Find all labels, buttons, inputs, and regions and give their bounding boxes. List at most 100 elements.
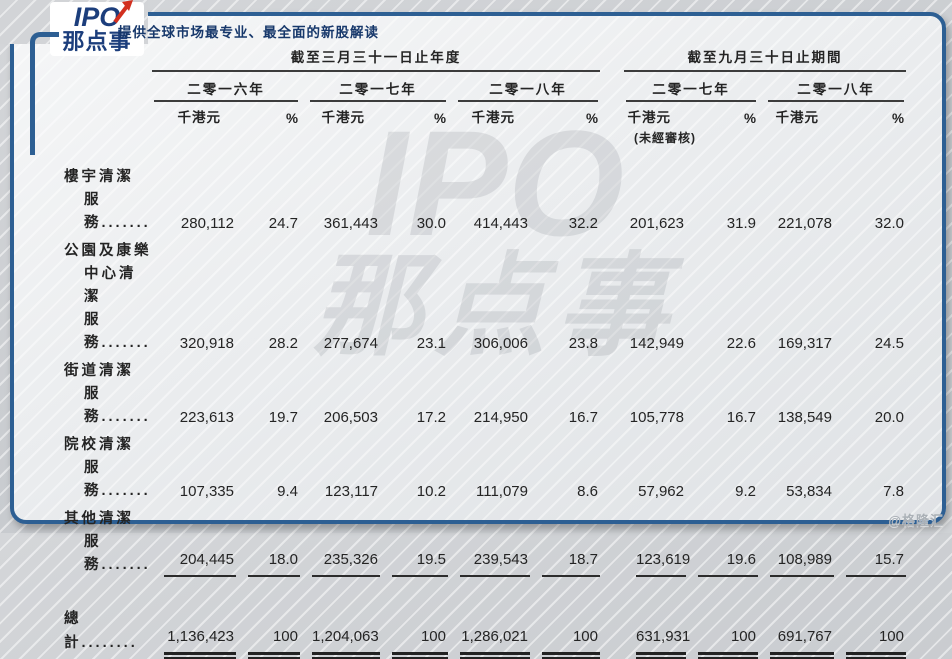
cell: 19.6 <box>698 548 758 577</box>
cell: 24.7 <box>268 215 298 232</box>
cell: 10.2 <box>416 483 446 500</box>
cell: 361,443 <box>323 215 378 232</box>
cell: 7.8 <box>883 483 904 500</box>
total-label: 總計........ <box>64 611 138 651</box>
row-label: 樓宇清潔 服務....... <box>64 169 151 231</box>
table-row: 樓宇清潔 服務....... 280,112 24.7 361,443 30.0… <box>60 166 906 235</box>
percent-header: % <box>285 111 298 126</box>
cell: 107,335 <box>179 483 234 500</box>
cell: 32.0 <box>874 215 904 232</box>
total-cell: 631,931 <box>636 625 690 659</box>
cell: 306,006 <box>473 335 528 352</box>
cell: 201,623 <box>629 215 684 232</box>
year-header-sep-2018: 二零一八年 <box>768 78 904 102</box>
logo-ipo-text: IPO <box>73 2 121 32</box>
cell: 138,549 <box>777 409 832 426</box>
table-year-header-row: 二零一六年 二零一七年 二零一八年 二零一七年 二零一八年 <box>60 78 906 102</box>
cell: 277,674 <box>323 335 378 352</box>
cell: 32.2 <box>568 215 598 232</box>
cell: 204,445 <box>164 548 236 577</box>
total-cell: 1,204,063 <box>312 625 380 659</box>
table-row: 街道清潔 服務....... 223,613 19.7 206,503 17.2… <box>60 360 906 429</box>
year-header-2016: 二零一六年 <box>154 78 298 102</box>
cell: 28.2 <box>268 335 298 352</box>
cell: 17.2 <box>416 409 446 426</box>
cell: 108,989 <box>770 548 834 577</box>
cell: 16.7 <box>726 409 756 426</box>
table-row: 其他清潔 服務....... 204,445 18.0 235,326 19.5… <box>60 508 906 577</box>
total-cell: 100 <box>846 625 906 659</box>
cell: 9.2 <box>735 483 756 500</box>
up-arrow-icon <box>112 0 134 28</box>
table-note-row: (未經審核) <box>60 126 906 146</box>
cell: 223,613 <box>179 409 234 426</box>
percent-header: % <box>585 111 598 126</box>
unit-header: 千港元 <box>775 110 819 125</box>
row-label: 街道清潔 服務....... <box>64 363 151 425</box>
cell: 142,949 <box>629 335 684 352</box>
total-cell: 1,286,021 <box>460 625 530 659</box>
cell: 19.5 <box>392 548 448 577</box>
total-cell: 100 <box>392 625 448 659</box>
group-title-fiscal-year: 截至三月三十一日止年度 <box>152 46 600 72</box>
year-header-sep-2017: 二零一七年 <box>626 78 756 102</box>
cell: 20.0 <box>874 409 904 426</box>
table-row: 公園及康樂 中心清潔 服務....... 320,918 28.2 277,67… <box>60 240 906 355</box>
group-title-interim-period: 截至九月三十日止期間 <box>624 46 906 72</box>
cell: 19.7 <box>268 409 298 426</box>
unit-header: 千港元 <box>321 110 365 125</box>
cell: 8.6 <box>577 483 598 500</box>
cell: 18.0 <box>248 548 300 577</box>
cell: 22.6 <box>726 335 756 352</box>
unaudited-note: (未經審核) <box>634 131 696 145</box>
percent-header: % <box>891 111 904 126</box>
percent-header: % <box>743 111 756 126</box>
unit-header: 千港元 <box>177 110 221 125</box>
cell: 414,443 <box>473 215 528 232</box>
cell: 57,962 <box>638 483 684 500</box>
cell: 206,503 <box>323 409 378 426</box>
cell: 9.4 <box>277 483 298 500</box>
cell: 23.8 <box>568 335 598 352</box>
cell: 111,079 <box>476 483 528 500</box>
source-credit: @格隆汇 <box>888 513 944 528</box>
year-header-2018: 二零一八年 <box>458 78 598 102</box>
cell: 221,078 <box>777 215 832 232</box>
cell: 123,619 <box>636 548 690 577</box>
cell: 23.1 <box>416 335 446 352</box>
total-cell: 691,767 <box>770 625 834 659</box>
unit-header: 千港元 <box>627 110 671 125</box>
cell: 123,117 <box>324 483 378 500</box>
percent-header: % <box>433 111 446 126</box>
year-header-2017: 二零一七年 <box>310 78 446 102</box>
total-cell: 100 <box>542 625 600 659</box>
cell: 15.7 <box>846 548 906 577</box>
table-total-row: 總計........ 1,136,423 100 1,204,063 100 1… <box>60 607 906 659</box>
site-logo: IPO 那点事 <box>50 0 144 56</box>
table-subheader-row: 千港元 % 千港元 % 千港元 % 千港元 % 千港元 % <box>60 104 906 126</box>
logo-text-ipo: IPO <box>73 0 134 32</box>
cell: 30.0 <box>416 215 446 232</box>
cell: 105,778 <box>629 409 684 426</box>
cell: 169,317 <box>777 335 832 352</box>
logo-chinese-text: 那点事 <box>62 29 132 54</box>
cell: 320,918 <box>179 335 234 352</box>
table-group-header-row: 截至三月三十一日止年度 截至九月三十日止期間 <box>60 46 906 72</box>
revenue-breakdown-table: 截至三月三十一日止年度 截至九月三十日止期間 二零一六年 二零一七年 二零一八年… <box>60 46 906 659</box>
cell: 235,326 <box>312 548 380 577</box>
cell: 31.9 <box>726 215 756 232</box>
row-label: 公園及康樂 中心清潔 服務....... <box>64 243 152 351</box>
cell: 24.5 <box>874 335 904 352</box>
cell: 214,950 <box>473 409 528 426</box>
cell: 239,543 <box>460 548 530 577</box>
table-row: 院校清潔 服務....... 107,335 9.4 123,117 10.2 … <box>60 434 906 503</box>
row-label: 院校清潔 服務....... <box>64 437 151 499</box>
unit-header: 千港元 <box>471 110 515 125</box>
site-tagline: 提供全球市场最专业、最全面的新股解读 <box>118 25 379 40</box>
total-cell: 100 <box>248 625 300 659</box>
row-label: 其他清潔 服務....... <box>64 511 151 573</box>
total-cell: 100 <box>698 625 758 659</box>
cell: 16.7 <box>568 409 598 426</box>
cell: 53,834 <box>786 483 832 500</box>
logo-bracket-decoration <box>30 32 59 155</box>
